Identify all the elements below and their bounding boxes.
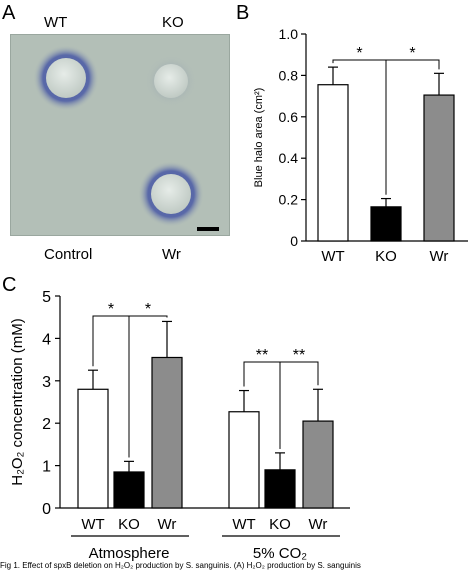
group-label: 5% CO₂: [253, 545, 307, 562]
plate-label-wr: Wr: [162, 246, 181, 263]
bar-atmosphere-wr: [151, 356, 183, 509]
significance-label: *: [409, 45, 415, 62]
y-tick-label: 0: [290, 233, 298, 249]
y-tick-label: 5: [42, 289, 51, 306]
bar-5co-wr: [302, 420, 334, 509]
plate-label-wt: WT: [44, 14, 68, 31]
bar-wt: [317, 84, 349, 242]
significance-label: **: [256, 347, 268, 364]
x-tick-label: WT: [321, 248, 344, 265]
x-tick-label: WT: [81, 516, 104, 533]
chart-c: 0 1 2 3 4 5 H₂O₂ concentration (mM) WT KO Wr Atmos…: [9, 289, 350, 562]
y-tick-label: 0: [42, 501, 51, 518]
y-tick-label: 1.0: [279, 26, 299, 42]
bar-5co-wt: [228, 411, 260, 509]
y-tick-label: 1: [42, 459, 51, 476]
wr-colony: [151, 174, 191, 214]
x-tick-label: KO: [269, 516, 291, 533]
x-tick-label: Wr: [430, 248, 449, 265]
ko-colony: [154, 64, 188, 98]
significance-label: **: [293, 347, 305, 364]
chart-b: 0 0.2 0.4 0.6 0.8 1.0 Blue halo area (cm²) WT KO…: [253, 26, 468, 265]
panel-c-letter: C: [2, 274, 17, 296]
x-tick-label: KO: [375, 248, 397, 265]
scale-bar: [197, 227, 219, 231]
group-label: Atmosphere: [89, 545, 170, 562]
x-tick-label: KO: [118, 516, 140, 533]
y-tick-label: 2: [42, 416, 51, 433]
plate-label-ko: KO: [162, 14, 184, 31]
panel-b-letter: B: [236, 2, 250, 24]
x-tick-label: WT: [232, 516, 255, 533]
y-tick-label: 0.2: [279, 192, 299, 208]
y-axis-label: Blue halo area (cm²): [253, 88, 265, 188]
significance-label: *: [108, 301, 114, 318]
y-tick-label: 0.8: [279, 67, 299, 83]
significance-bracket: [128, 315, 168, 458]
significance-bracket: [279, 361, 319, 449]
panel-a-letter: A: [2, 2, 16, 24]
plate-label-control: Control: [44, 246, 93, 263]
y-tick-label: 4: [42, 331, 51, 348]
wt-colony: [46, 58, 86, 98]
bar-5co-ko: [264, 469, 296, 509]
bar-wr: [423, 94, 455, 242]
x-tick-label: Wr: [309, 516, 328, 533]
x-tick-label: Wr: [158, 516, 177, 533]
y-tick-label: 0.6: [279, 109, 299, 125]
bar-atmosphere-ko: [113, 471, 145, 509]
y-tick-label: 3: [42, 374, 51, 391]
y-axis-label: H₂O₂ concentration (mM): [9, 318, 26, 486]
significance-label: *: [145, 301, 151, 318]
bar-ko: [370, 206, 402, 242]
bar-atmosphere-wt: [77, 388, 109, 509]
agar-plate-image: [33, 45, 219, 231]
figure-caption: Fig 1. Effect of spxB deletion on H₂O₂ p…: [0, 561, 361, 570]
significance-label: *: [356, 45, 362, 62]
y-tick-label: 0.4: [279, 150, 299, 166]
significance-bracket: [385, 59, 440, 195]
agar-plate-photo: [10, 34, 230, 236]
